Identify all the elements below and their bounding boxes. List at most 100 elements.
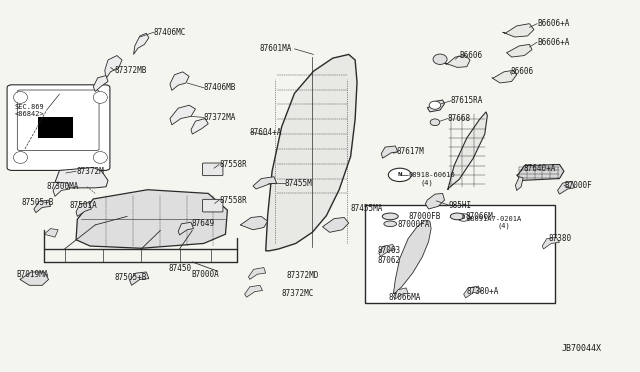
FancyBboxPatch shape — [17, 90, 99, 150]
Polygon shape — [20, 272, 49, 285]
Polygon shape — [170, 105, 195, 125]
Text: N: N — [397, 172, 402, 177]
Text: 87640+A: 87640+A — [523, 164, 556, 173]
Bar — [365, 205, 555, 303]
Ellipse shape — [433, 54, 447, 64]
Text: 87617M: 87617M — [397, 147, 424, 156]
Text: B: B — [462, 215, 465, 220]
Text: SEC.869: SEC.869 — [15, 105, 45, 110]
Text: B7000F: B7000F — [564, 181, 592, 190]
Text: 87615RA: 87615RA — [451, 96, 483, 105]
Polygon shape — [515, 177, 523, 190]
Text: 87372MA: 87372MA — [204, 113, 236, 122]
Polygon shape — [448, 112, 487, 190]
Polygon shape — [76, 203, 92, 217]
Text: 87000FA: 87000FA — [398, 221, 430, 230]
Text: <86842>: <86842> — [15, 112, 45, 118]
Text: 87000FB: 87000FB — [408, 212, 440, 221]
Bar — [38, 118, 73, 138]
Text: B7019MA: B7019MA — [17, 270, 49, 279]
Polygon shape — [253, 177, 276, 189]
Polygon shape — [170, 72, 189, 90]
Text: 87380: 87380 — [548, 234, 572, 243]
Polygon shape — [323, 218, 349, 232]
Ellipse shape — [13, 92, 28, 103]
Text: 86606: 86606 — [510, 67, 533, 76]
Polygon shape — [394, 288, 408, 299]
FancyBboxPatch shape — [202, 199, 223, 212]
Text: JB70044X: JB70044X — [561, 344, 602, 353]
Text: 87501A: 87501A — [70, 201, 97, 210]
Ellipse shape — [93, 92, 108, 103]
Text: 87062: 87062 — [378, 256, 401, 264]
Polygon shape — [105, 55, 122, 78]
Polygon shape — [191, 119, 208, 134]
Polygon shape — [428, 100, 445, 112]
Text: 87406MC: 87406MC — [154, 28, 186, 37]
Text: 87601MA: 87601MA — [259, 44, 292, 53]
Text: 87372MB: 87372MB — [115, 66, 147, 75]
Polygon shape — [244, 285, 262, 297]
Text: 87300MA: 87300MA — [47, 182, 79, 191]
Text: 08918-60610: 08918-60610 — [408, 172, 455, 178]
Text: B6606: B6606 — [460, 51, 483, 60]
Text: 87372MD: 87372MD — [287, 271, 319, 280]
Polygon shape — [44, 229, 58, 237]
Text: 87455M: 87455M — [285, 179, 312, 187]
Text: 87063: 87063 — [378, 246, 401, 255]
Text: 87380+A: 87380+A — [467, 287, 499, 296]
Circle shape — [388, 168, 412, 182]
Polygon shape — [506, 44, 532, 57]
Polygon shape — [178, 222, 193, 235]
Polygon shape — [53, 182, 70, 196]
Polygon shape — [492, 70, 516, 83]
Text: 87558R: 87558R — [219, 160, 247, 169]
Text: 87455MA: 87455MA — [351, 205, 383, 214]
Text: 87505+B: 87505+B — [115, 273, 147, 282]
FancyBboxPatch shape — [7, 85, 110, 170]
Text: 985HI: 985HI — [449, 201, 472, 210]
Ellipse shape — [451, 213, 465, 220]
Ellipse shape — [382, 213, 398, 220]
Text: 87505+B: 87505+B — [21, 198, 54, 207]
Ellipse shape — [13, 151, 28, 163]
Polygon shape — [464, 286, 481, 298]
Polygon shape — [516, 164, 564, 180]
Text: (4): (4) — [497, 223, 510, 229]
Polygon shape — [93, 76, 108, 92]
Text: 87649: 87649 — [191, 219, 214, 228]
Ellipse shape — [430, 119, 440, 126]
Polygon shape — [542, 237, 559, 249]
Polygon shape — [34, 200, 51, 213]
Text: 08091A7-0201A: 08091A7-0201A — [467, 217, 522, 222]
Ellipse shape — [429, 101, 441, 109]
Text: 87604+A: 87604+A — [250, 128, 282, 137]
Text: 87668: 87668 — [448, 114, 471, 123]
Text: 87066M: 87066M — [466, 212, 493, 221]
Polygon shape — [445, 55, 470, 67]
Ellipse shape — [384, 221, 397, 227]
Text: 87406MB: 87406MB — [204, 83, 236, 92]
Polygon shape — [381, 146, 398, 158]
Polygon shape — [379, 244, 396, 256]
Polygon shape — [240, 217, 268, 230]
Polygon shape — [557, 182, 574, 194]
Text: B6606+A: B6606+A — [537, 19, 570, 28]
Text: 87558R: 87558R — [219, 196, 247, 205]
Polygon shape — [76, 190, 227, 248]
Polygon shape — [266, 54, 357, 251]
Text: B6606+A: B6606+A — [537, 38, 570, 47]
Polygon shape — [426, 193, 445, 209]
Text: 87450: 87450 — [168, 264, 191, 273]
Text: 87372MC: 87372MC — [282, 289, 314, 298]
Polygon shape — [394, 220, 431, 294]
Text: 87372M: 87372M — [76, 167, 104, 176]
Circle shape — [458, 214, 470, 221]
Polygon shape — [55, 167, 108, 188]
Ellipse shape — [93, 151, 108, 163]
Polygon shape — [248, 267, 266, 279]
Polygon shape — [130, 272, 149, 285]
Polygon shape — [134, 33, 149, 54]
Text: 87066MA: 87066MA — [389, 294, 421, 302]
Polygon shape — [502, 24, 534, 37]
